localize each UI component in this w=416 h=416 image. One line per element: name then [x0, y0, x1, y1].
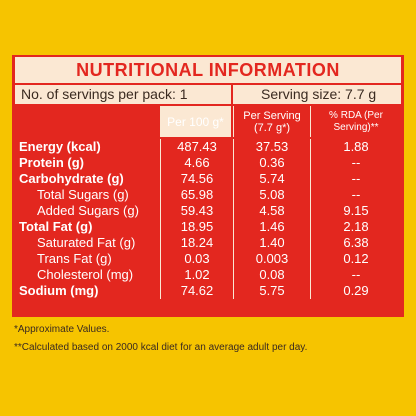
- table-body: Energy (kcal) 487.43 37.53 1.88 Protein (g) 4…: [15, 139, 401, 299]
- nutrient-value: 1.02: [160, 267, 233, 283]
- nutrient-value: 1.40: [233, 235, 310, 251]
- nutrient-value: 1.88: [310, 139, 401, 155]
- nutrient-value: 37.53: [233, 139, 310, 155]
- nutrient-value: --: [310, 155, 401, 171]
- nutrient-value: 0.08: [233, 267, 310, 283]
- nutrient-value: 59.43: [160, 203, 233, 219]
- nutrient-value: 5.74: [233, 171, 310, 187]
- servings-per-pack: No. of servings per pack: 1: [15, 85, 231, 104]
- table-row: Added Sugars (g) 59.43 4.58 9.15: [15, 203, 401, 219]
- column-header: % RDA (Per Serving)**: [310, 106, 401, 137]
- nutrient-value: 5.75: [233, 283, 310, 299]
- table-row: Energy (kcal) 487.43 37.53 1.88: [15, 139, 401, 155]
- nutrient-label: Carbohydrate (g): [19, 171, 124, 186]
- nutrient-value: 4.58: [233, 203, 310, 219]
- nutrient-label: Protein (g): [19, 155, 84, 170]
- nutrient-value: --: [310, 267, 401, 283]
- nutrient-value: 487.43: [160, 139, 233, 155]
- nutrient-value: 18.24: [160, 235, 233, 251]
- nutrient-value: 4.66: [160, 155, 233, 171]
- serving-size: Serving size: 7.7 g: [233, 85, 401, 104]
- nutrient-value: --: [310, 187, 401, 203]
- column-header: Per 100 g*: [160, 106, 231, 137]
- nutrient-value: --: [310, 171, 401, 187]
- nutrient-value: 2.18: [310, 219, 401, 235]
- table-row: Sodium (mg) 74.62 5.75 0.29: [15, 283, 401, 299]
- table-row: Protein (g) 4.66 0.36 --: [15, 155, 401, 171]
- nutrient-label: Sodium (mg): [19, 283, 99, 298]
- table-row: Carbohydrate (g) 74.56 5.74 --: [15, 171, 401, 187]
- nutrient-label: Total Fat (g): [19, 219, 93, 234]
- nutrient-value: 18.95: [160, 219, 233, 235]
- nutrient-value: 0.12: [310, 251, 401, 267]
- nutrient-value: 65.98: [160, 187, 233, 203]
- nutrient-value: 74.56: [160, 171, 233, 187]
- nutrient-label: Total Sugars (g): [37, 187, 129, 202]
- nutrient-value: 0.003: [233, 251, 310, 267]
- nutrient-value: 0.29: [310, 283, 401, 299]
- table-row: Total Fat (g) 18.95 1.46 2.18: [15, 219, 401, 235]
- nutrient-label: Trans Fat (g): [37, 251, 112, 266]
- nutrient-value: 0.36: [233, 155, 310, 171]
- nutrient-label: Energy (kcal): [19, 139, 101, 154]
- footnote: *Approximate Values.: [14, 324, 110, 335]
- nutrient-value: 0.03: [160, 251, 233, 267]
- nutrient-value: 1.46: [233, 219, 310, 235]
- nutrition-panel: NUTRITIONAL INFORMATION No. of servings …: [12, 55, 404, 317]
- nutrient-label: Cholesterol (mg): [37, 267, 134, 282]
- table-row: Cholesterol (mg) 1.02 0.08 --: [15, 267, 401, 283]
- nutrient-label: Saturated Fat (g): [37, 235, 136, 250]
- table-row: Saturated Fat (g) 18.24 1.40 6.38: [15, 235, 401, 251]
- nutrient-value: 6.38: [310, 235, 401, 251]
- footnote: **Calculated based on 2000 kcal diet for…: [14, 342, 308, 353]
- table-row: Total Sugars (g) 65.98 5.08 --: [15, 187, 401, 203]
- nutrient-label: Added Sugars (g): [37, 203, 139, 218]
- title: NUTRITIONAL INFORMATION: [15, 57, 401, 83]
- nutrient-value: 5.08: [233, 187, 310, 203]
- nutrient-value: 9.15: [310, 203, 401, 219]
- nutrient-value: 74.62: [160, 283, 233, 299]
- column-header: Per Serving (7.7 g*): [233, 106, 310, 137]
- table-row: Trans Fat (g) 0.03 0.003 0.12: [15, 251, 401, 267]
